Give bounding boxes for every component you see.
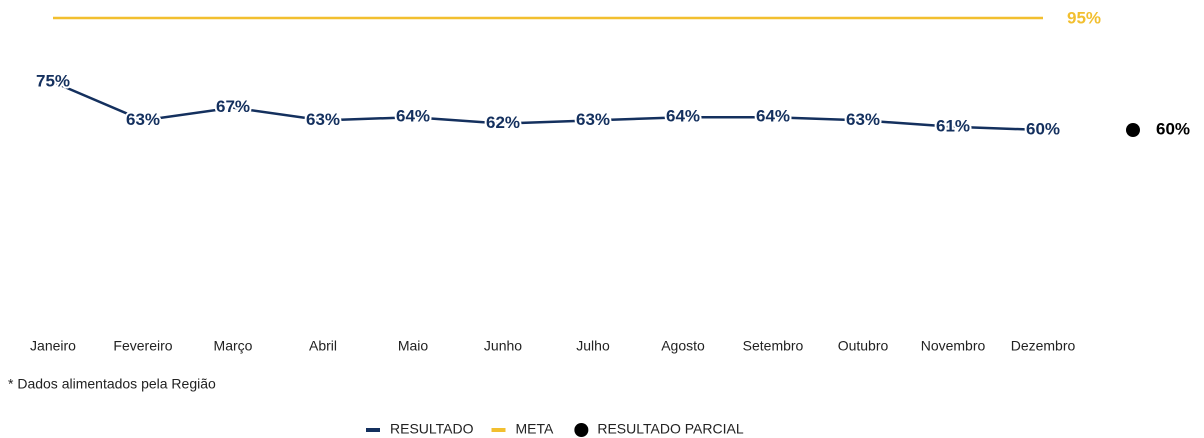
value-label: 67% (216, 97, 250, 116)
value-label: 61% (936, 116, 970, 135)
result-line (52, 80, 1044, 132)
x-tick-label: Setembro (743, 338, 804, 354)
legend-label: RESULTADO (390, 421, 474, 437)
x-tick-label: Junho (484, 338, 522, 354)
x-tick-label: Abril (309, 338, 337, 354)
x-tick-label: Fevereiro (113, 338, 172, 354)
x-tick-label: Dezembro (1011, 338, 1076, 354)
partial-point (1126, 123, 1140, 137)
legend-label: RESULTADO PARCIAL (597, 421, 743, 437)
x-tick-label: Maio (398, 338, 429, 354)
x-tick-label: Março (214, 338, 253, 354)
meta-label: 95% (1067, 8, 1101, 27)
x-tick-label: Agosto (661, 338, 705, 354)
x-tick-label: Outubro (838, 338, 889, 354)
value-label: 64% (756, 107, 790, 126)
x-tick-label: Janeiro (30, 338, 76, 354)
partial-label: 60% (1156, 119, 1190, 138)
footnote: * Dados alimentados pela Região (8, 376, 216, 392)
legend-swatch (366, 428, 380, 432)
legend-swatch (574, 423, 589, 437)
x-tick-label: Julho (576, 338, 610, 354)
value-label: 64% (396, 107, 430, 126)
value-label: 75% (36, 71, 70, 90)
value-label: 60% (1026, 119, 1060, 138)
value-label: 63% (306, 110, 340, 129)
legend-label: META (516, 421, 555, 437)
value-label: 63% (576, 110, 610, 129)
value-label: 62% (486, 113, 520, 132)
value-label: 63% (846, 110, 880, 129)
value-label: 63% (126, 110, 160, 129)
value-label: 64% (666, 107, 700, 126)
legend-swatch (491, 428, 506, 432)
x-tick-label: Novembro (921, 338, 986, 354)
